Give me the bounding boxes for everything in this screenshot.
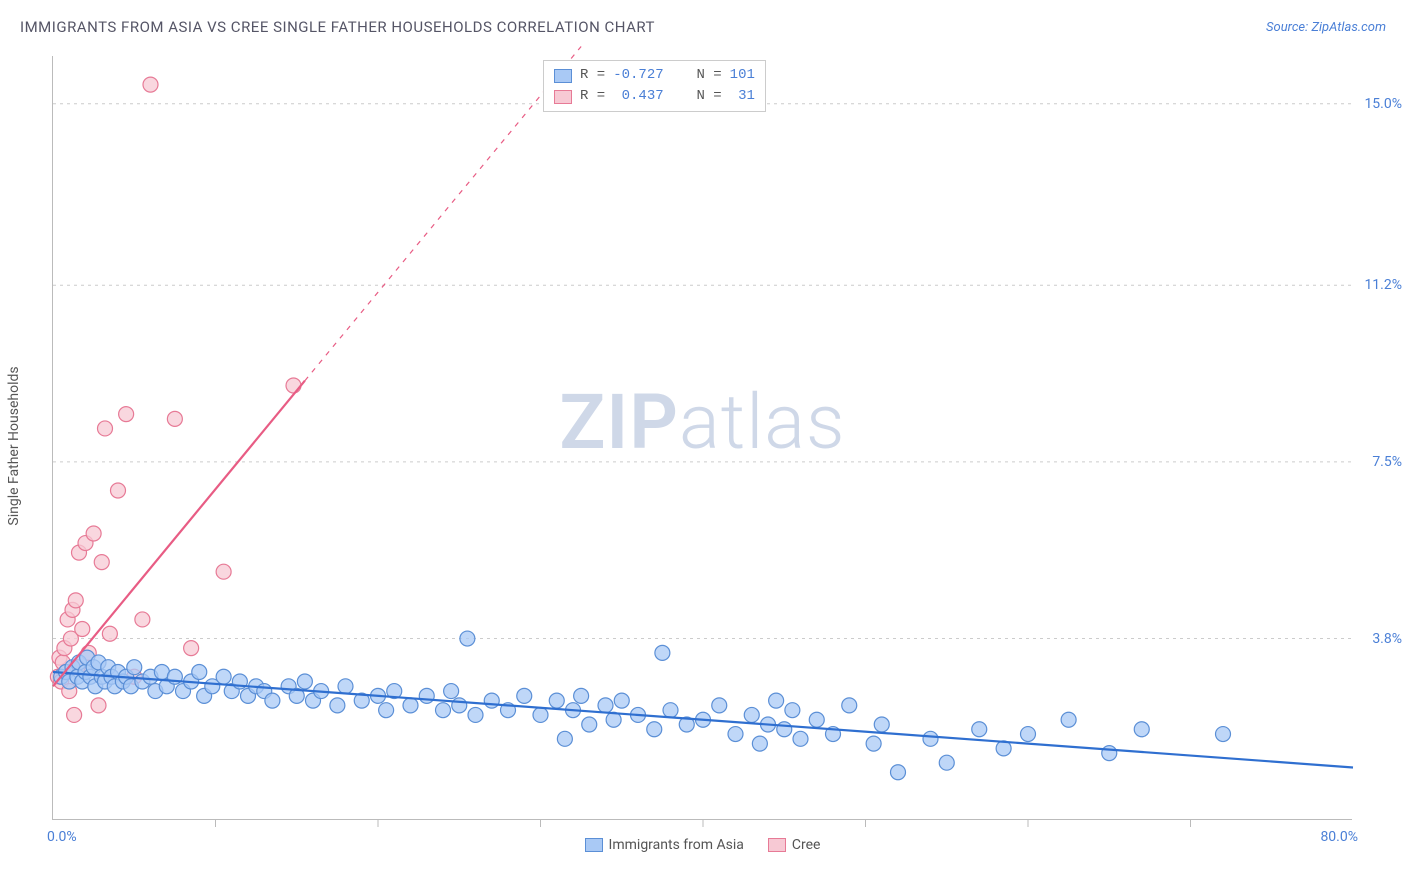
x-tick-label: 80.0% [1320, 829, 1358, 845]
legend-item-cree: Cree [768, 837, 821, 853]
n-value-cree: 31 [730, 86, 755, 107]
chart-title: IMMIGRANTS FROM ASIA VS CREE SINGLE FATH… [20, 18, 655, 36]
legend-row-asia: R = -0.727 N = 101 [554, 65, 755, 86]
swatch-asia [554, 69, 572, 83]
series-legend: Immigrants from Asia Cree [53, 837, 1352, 853]
swatch-cree [554, 90, 572, 104]
n-label-asia: N = [696, 65, 721, 86]
r-value-cree: 0.437 [613, 86, 663, 107]
legend-item-asia: Immigrants from Asia [585, 837, 744, 853]
y-tick-label: 3.8% [1356, 631, 1402, 647]
swatch-cree-bottom [768, 838, 786, 852]
chart-container: IMMIGRANTS FROM ASIA VS CREE SINGLE FATH… [0, 0, 1406, 892]
plot-svg [53, 56, 1352, 819]
source-label: Source: [1266, 20, 1311, 35]
y-axis-label: Single Father Households [6, 366, 22, 525]
x-tick-label: 0.0% [47, 829, 77, 845]
plot-area: ZIPatlas R = -0.727 N = 101 R = 0.437 N … [52, 56, 1352, 820]
legend-label-asia: Immigrants from Asia [609, 837, 744, 853]
correlation-legend: R = -0.727 N = 101 R = 0.437 N = 31 [543, 60, 766, 112]
y-tick-label: 11.2% [1356, 277, 1402, 293]
n-value-asia: 101 [730, 65, 755, 86]
legend-row-cree: R = 0.437 N = 31 [554, 86, 755, 107]
r-value-asia: -0.727 [613, 65, 663, 86]
y-tick-label: 15.0% [1356, 96, 1402, 112]
source-attribution: Source: ZipAtlas.com [1266, 20, 1386, 35]
r-label-asia: R = [580, 65, 605, 86]
source-name: ZipAtlas.com [1311, 20, 1386, 35]
title-bar: IMMIGRANTS FROM ASIA VS CREE SINGLE FATH… [20, 18, 1386, 36]
swatch-asia-bottom [585, 838, 603, 852]
y-tick-label: 7.5% [1356, 454, 1402, 470]
legend-label-cree: Cree [792, 837, 821, 853]
r-label-cree: R = [580, 86, 605, 107]
n-label-cree: N = [696, 86, 721, 107]
